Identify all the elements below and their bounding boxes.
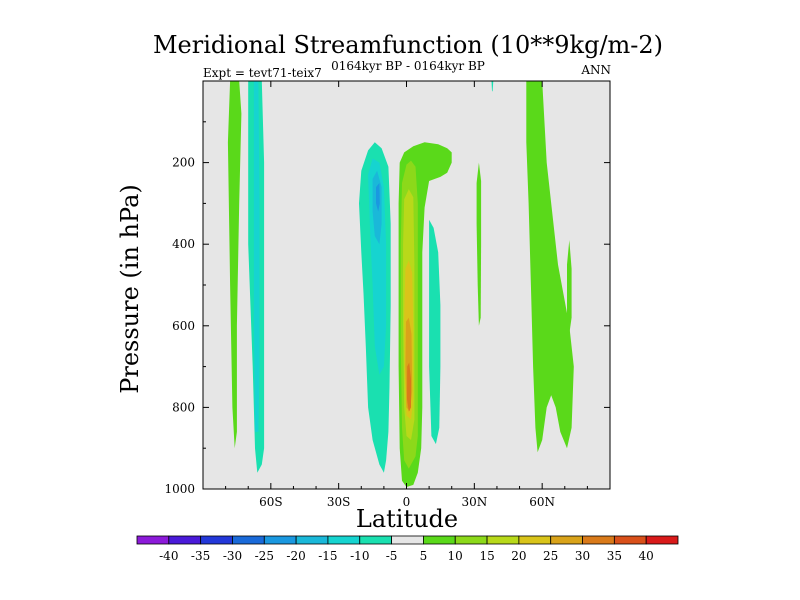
colorbar-label: -40 <box>159 549 178 563</box>
colorbar: -40 -35 -30 -25 -20 -15 -10 -5 5 10 15 20 25 30 35 40 <box>136 535 679 563</box>
colorbar-swatch <box>645 535 679 545</box>
contour-region-green-band-60N <box>526 81 574 453</box>
colorbar-swatch <box>327 535 361 545</box>
colorbar-label: -35 <box>191 549 210 563</box>
x-axis-label: Latitude <box>356 505 458 533</box>
contour-region-inner-band-65S <box>253 81 260 432</box>
tick-layer: 60S 30S 0 30N 60N 200 400 600 800 1000 <box>164 81 610 509</box>
colorbar-swatch <box>454 535 488 545</box>
y-tick-label: 1000 <box>164 482 195 496</box>
contour-region-cyan-speck-38N <box>491 81 494 92</box>
y-tick-label: 200 <box>172 156 195 170</box>
contour-region-cyan-cell-12N <box>429 219 441 445</box>
contour-region-lev20-cell-20S <box>376 183 380 212</box>
colorbar-label: 30 <box>575 549 590 563</box>
colorbar-swatch <box>232 535 265 545</box>
contour-region-green-patch-72N <box>567 240 572 334</box>
chart-title: Meridional Streamfunction (10**9kg/m-2) <box>153 31 663 59</box>
colorbar-label: -20 <box>286 549 305 563</box>
chart-subtitle: 0164kyr BP - 0164kyr BP <box>331 59 485 73</box>
y-tick-label: 800 <box>172 400 195 414</box>
colorbar-label: 20 <box>511 549 526 563</box>
contour-region-lev30-cell-5N <box>407 362 411 412</box>
contour-region-green-band-65S <box>227 81 242 449</box>
colorbar-swatch <box>613 535 647 545</box>
x-tick-label: 0 <box>403 495 411 509</box>
x-tick-label: 30S <box>327 495 351 509</box>
colorbar-label: -10 <box>350 549 369 563</box>
colorbar-label: 40 <box>639 549 654 563</box>
season-label: ANN <box>580 63 611 77</box>
colorbar-label: 25 <box>543 549 558 563</box>
colorbar-label: 15 <box>479 549 494 563</box>
y-axis-label: Pressure (in hPa) <box>116 184 144 394</box>
y-tick-label: 600 <box>172 319 195 333</box>
y-tick-label: 400 <box>172 237 195 251</box>
x-tick-label: 60S <box>259 495 283 509</box>
colorbar-swatch <box>136 535 170 545</box>
colorbar-label: -5 <box>386 549 398 563</box>
colorbar-swatch <box>582 535 615 545</box>
x-tick-label: 30N <box>461 495 487 509</box>
colorbar-swatch <box>200 535 233 545</box>
colorbar-label: 10 <box>448 549 463 563</box>
colorbar-swatch <box>391 535 424 545</box>
contour-layer <box>227 81 574 487</box>
colorbar-swatch <box>518 535 552 545</box>
colorbar-swatch <box>550 535 583 545</box>
contour-region-green-patch-32N <box>476 162 482 326</box>
colorbar-label: -15 <box>318 549 337 563</box>
colorbar-swatch <box>263 535 297 545</box>
colorbar-swatch <box>423 535 456 545</box>
colorbar-label: 35 <box>607 549 622 563</box>
x-tick-label: 60N <box>529 495 555 509</box>
colorbar-swatch <box>295 535 329 545</box>
colorbar-swatch <box>359 535 392 545</box>
colorbar-label: -30 <box>223 549 242 563</box>
colorbar-label: 5 <box>420 549 428 563</box>
colorbar-swatch <box>486 535 520 545</box>
colorbar-label: -25 <box>255 549 274 563</box>
colorbar-swatch <box>168 535 202 545</box>
experiment-label: Expt = tevt71-teix7 <box>203 66 322 80</box>
